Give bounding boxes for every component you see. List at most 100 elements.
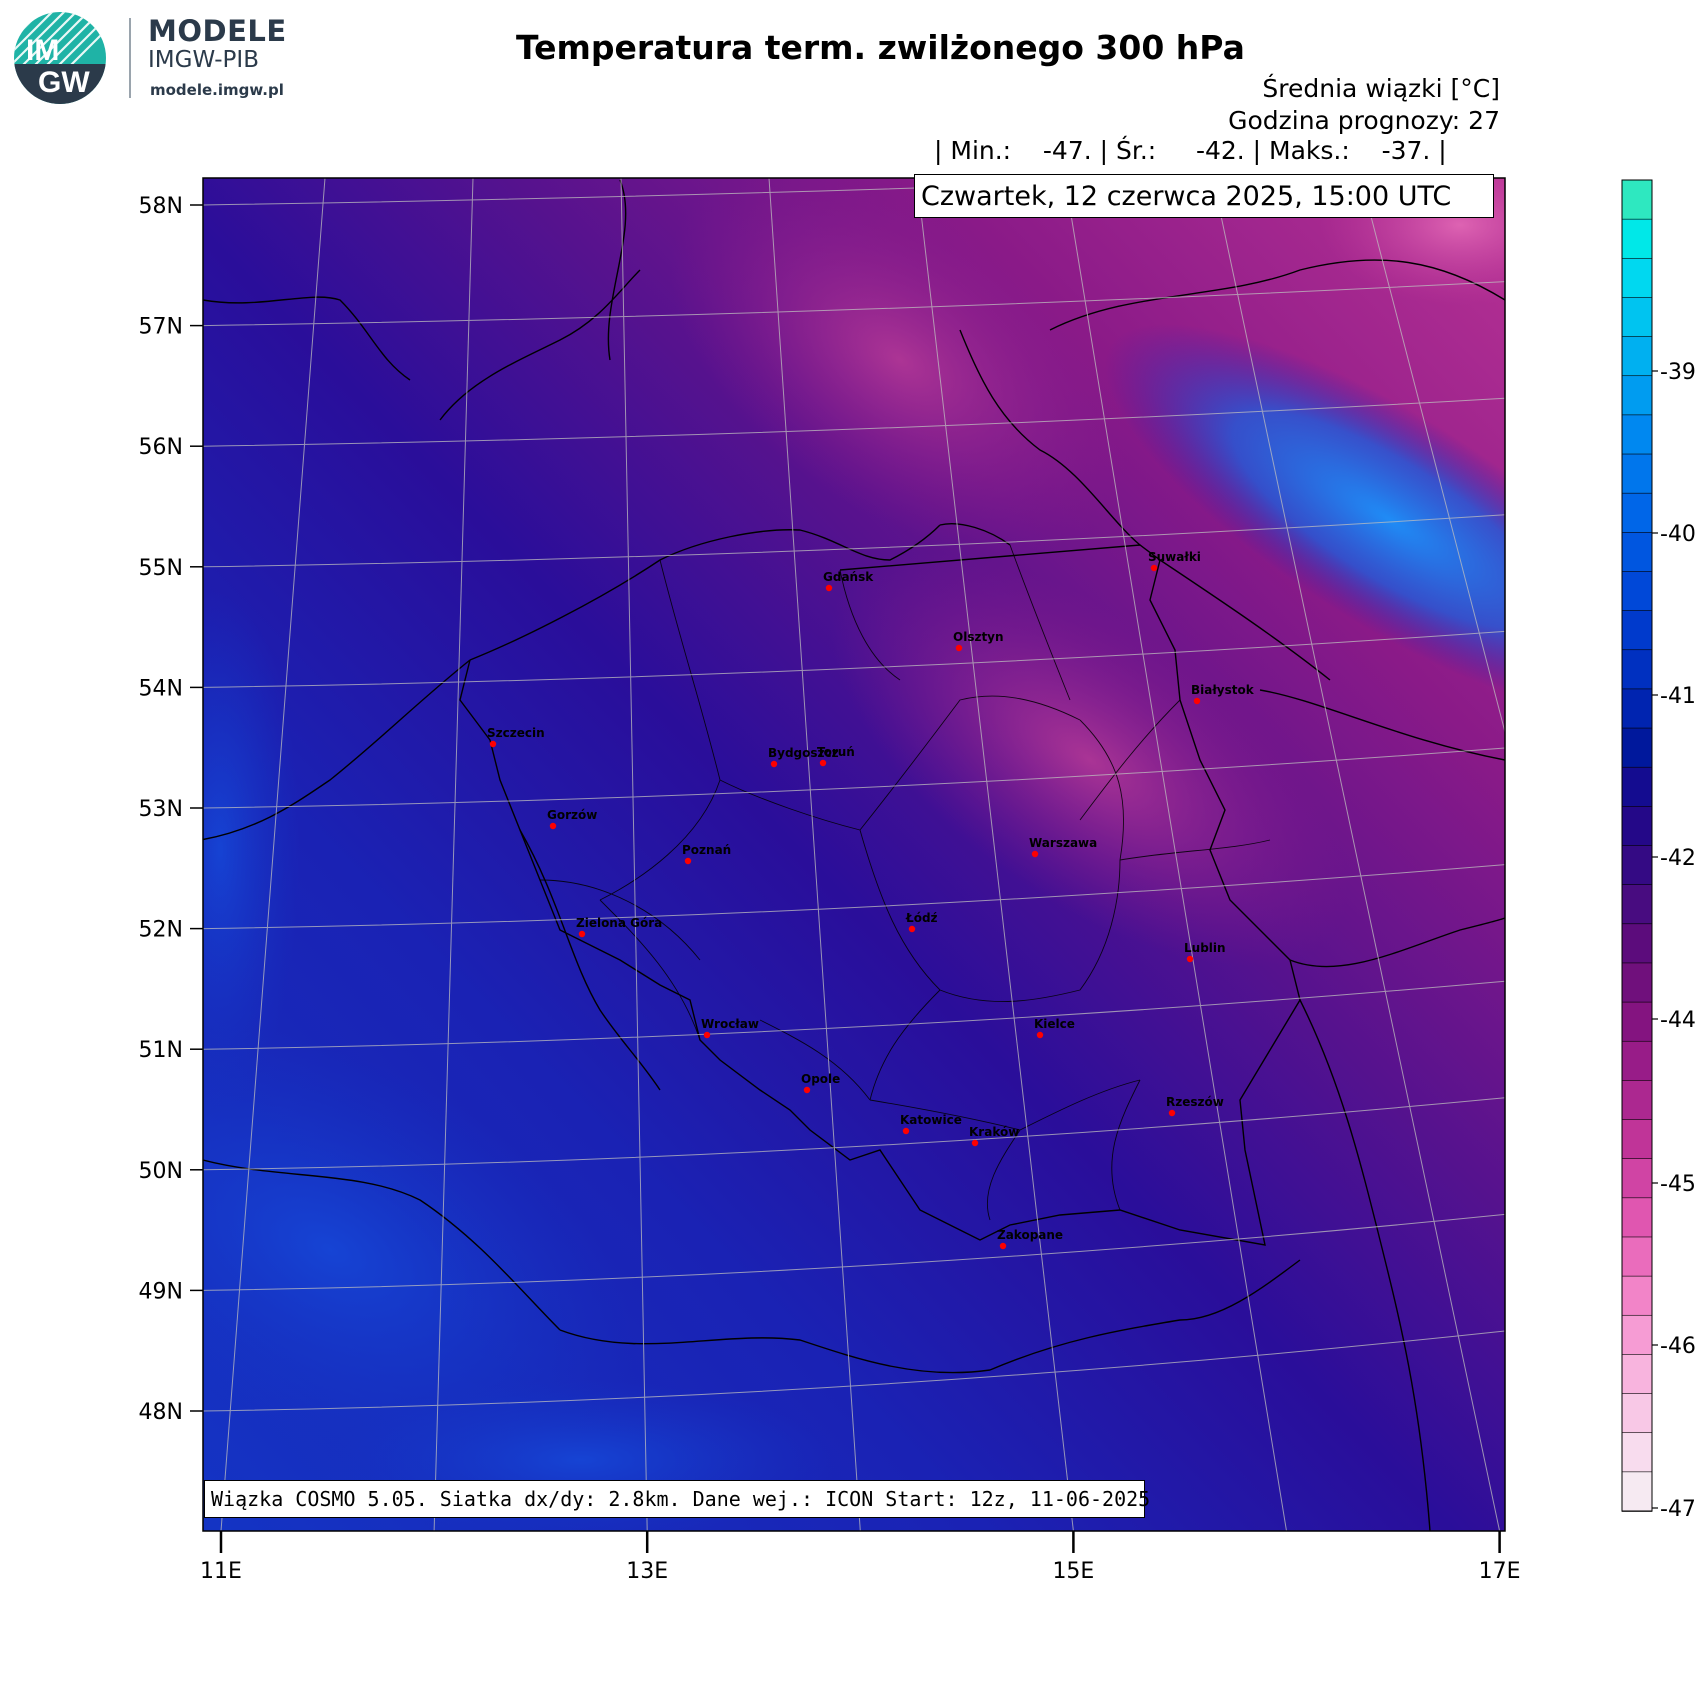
svg-text:GW: GW bbox=[38, 66, 90, 99]
colorbar-tick-label: -42 bbox=[1660, 846, 1696, 871]
city-label: Toruń bbox=[817, 745, 855, 759]
parallel-line bbox=[203, 980, 1505, 1050]
city-marker bbox=[803, 1086, 811, 1094]
colorbar-tick-label: -40 bbox=[1660, 522, 1696, 547]
colorbar-segment bbox=[1621, 257, 1653, 299]
colorbar-segment bbox=[1621, 492, 1653, 534]
city-label: Białystok bbox=[1191, 683, 1255, 697]
city-marker bbox=[770, 760, 778, 768]
city-label: Kielce bbox=[1034, 1017, 1075, 1031]
city-marker bbox=[1186, 955, 1194, 963]
colorbar-segment bbox=[1621, 1001, 1653, 1043]
colorbar-segment bbox=[1621, 1080, 1653, 1121]
colorbar-segment bbox=[1621, 571, 1653, 612]
lat-tick-label: 55N bbox=[139, 556, 183, 581]
colorbar-segment bbox=[1621, 1040, 1653, 1082]
map-frame bbox=[202, 177, 1506, 1532]
colorbar-segment bbox=[1621, 610, 1653, 651]
lon-tick-label: 15E bbox=[1052, 1559, 1094, 1584]
lat-tick-label: 53N bbox=[139, 797, 183, 822]
forecast-hour-label: Godzina prognozy: 27 bbox=[1228, 106, 1500, 135]
city-marker bbox=[1193, 697, 1201, 705]
meridian-line bbox=[1360, 178, 1505, 734]
colorbar-segment bbox=[1621, 688, 1653, 729]
city-marker bbox=[902, 1127, 910, 1135]
colorbar-tick-label: -39 bbox=[1660, 360, 1696, 385]
city-marker bbox=[825, 584, 833, 592]
colorbar-segment bbox=[1621, 1197, 1653, 1238]
brand-name: MODELE bbox=[148, 14, 287, 48]
city-marker bbox=[1150, 564, 1158, 572]
temperature-field: Gdańsk Suwałki Olsztyn Białystok Szczecin Byd… bbox=[203, 178, 1505, 1531]
colorbar-segment bbox=[1621, 1119, 1653, 1160]
meridian-line bbox=[620, 178, 648, 1531]
colorbar-segment bbox=[1621, 336, 1653, 377]
meridian-line bbox=[433, 178, 474, 1531]
lat-tick-label: 56N bbox=[139, 435, 183, 460]
stats-line: | Min.: -47. | Śr.: -42. | Maks.: -37. | bbox=[934, 136, 1447, 165]
colorbar-segment bbox=[1621, 218, 1653, 260]
city-marker bbox=[1168, 1109, 1176, 1117]
longitude-axis: 11E13E15E17E19E21E23E bbox=[200, 1531, 1521, 1584]
parallel-line bbox=[203, 864, 1505, 930]
svg-text:IM: IM bbox=[26, 34, 59, 67]
lat-tick-label: 51N bbox=[139, 1038, 183, 1063]
model-info-box: Wiązka COSMO 5.05. Siatka dx/dy: 2.8km. … bbox=[204, 1480, 1150, 1518]
province-borders bbox=[539, 544, 1271, 1221]
brand-url[interactable]: modele.imgw.pl bbox=[150, 81, 284, 99]
city-marker bbox=[549, 822, 557, 830]
city-marker bbox=[908, 925, 916, 933]
city-label: Katowice bbox=[900, 1113, 962, 1127]
city-label: Zakopane bbox=[997, 1228, 1063, 1242]
city-label: Lublin bbox=[1184, 941, 1226, 955]
colorbar-segment bbox=[1621, 845, 1653, 886]
colorbar-segment bbox=[1621, 1158, 1653, 1199]
colorbar-segment bbox=[1621, 179, 1653, 220]
colorbar-segment bbox=[1621, 727, 1653, 769]
lat-tick-label: 48N bbox=[139, 1400, 183, 1425]
city-label: Gorzów bbox=[547, 808, 597, 822]
city-marker bbox=[1031, 850, 1039, 858]
city-marker bbox=[578, 930, 586, 938]
imgw-logo: IM GW bbox=[14, 12, 106, 104]
meridian-line bbox=[1064, 178, 1287, 1531]
colorbar-segment bbox=[1621, 1354, 1653, 1395]
city-label: Gdańsk bbox=[823, 570, 874, 584]
city-label: Kraków bbox=[969, 1125, 1019, 1139]
parallel-line bbox=[203, 1213, 1505, 1291]
graticule bbox=[203, 178, 1505, 1531]
colorbar-segment bbox=[1621, 375, 1653, 416]
colorbar-segment bbox=[1621, 453, 1653, 494]
colorbar-segment bbox=[1621, 649, 1653, 690]
meridian-line bbox=[768, 178, 861, 1531]
colorbar-tick-label: -45 bbox=[1660, 1172, 1696, 1197]
colorbar-segment bbox=[1621, 297, 1653, 338]
colorbar-segment bbox=[1621, 1432, 1653, 1473]
parallel-line bbox=[203, 630, 1505, 688]
city-label: Warszawa bbox=[1029, 836, 1097, 850]
colorbar-segment bbox=[1621, 1236, 1653, 1277]
colorbar-segment bbox=[1621, 1393, 1653, 1434]
lat-tick-label: 58N bbox=[139, 194, 183, 219]
colorbar: -39 -40 -41 -42 -44 -45 -46 -47 bbox=[1621, 179, 1696, 1522]
city-marker bbox=[999, 1242, 1007, 1250]
meridian-line bbox=[916, 178, 1074, 1531]
city-label: Opole bbox=[801, 1072, 840, 1086]
latitude-axis: 58N 57N 56N 55N 54N 53N 52N 51N 50N 49N 48N bbox=[139, 194, 203, 1425]
colorbar-frame bbox=[1621, 179, 1653, 1512]
lon-tick-label: 11E bbox=[200, 1559, 242, 1584]
parallel-line bbox=[203, 178, 1211, 206]
colorbar-segment bbox=[1621, 1275, 1653, 1317]
lat-tick-label: 49N bbox=[139, 1279, 183, 1304]
parallel-line bbox=[203, 1097, 1505, 1171]
colorbar-tick-label: -46 bbox=[1660, 1334, 1696, 1359]
city-marker bbox=[703, 1031, 711, 1039]
parallel-line bbox=[203, 747, 1505, 809]
colorbar-segment bbox=[1621, 1314, 1653, 1356]
colorbar-segment bbox=[1621, 806, 1653, 847]
parallel-line bbox=[203, 514, 1505, 568]
meridian-line bbox=[1212, 178, 1501, 1531]
lat-tick-label: 50N bbox=[139, 1159, 183, 1184]
city-label: Rzeszów bbox=[1166, 1095, 1224, 1109]
